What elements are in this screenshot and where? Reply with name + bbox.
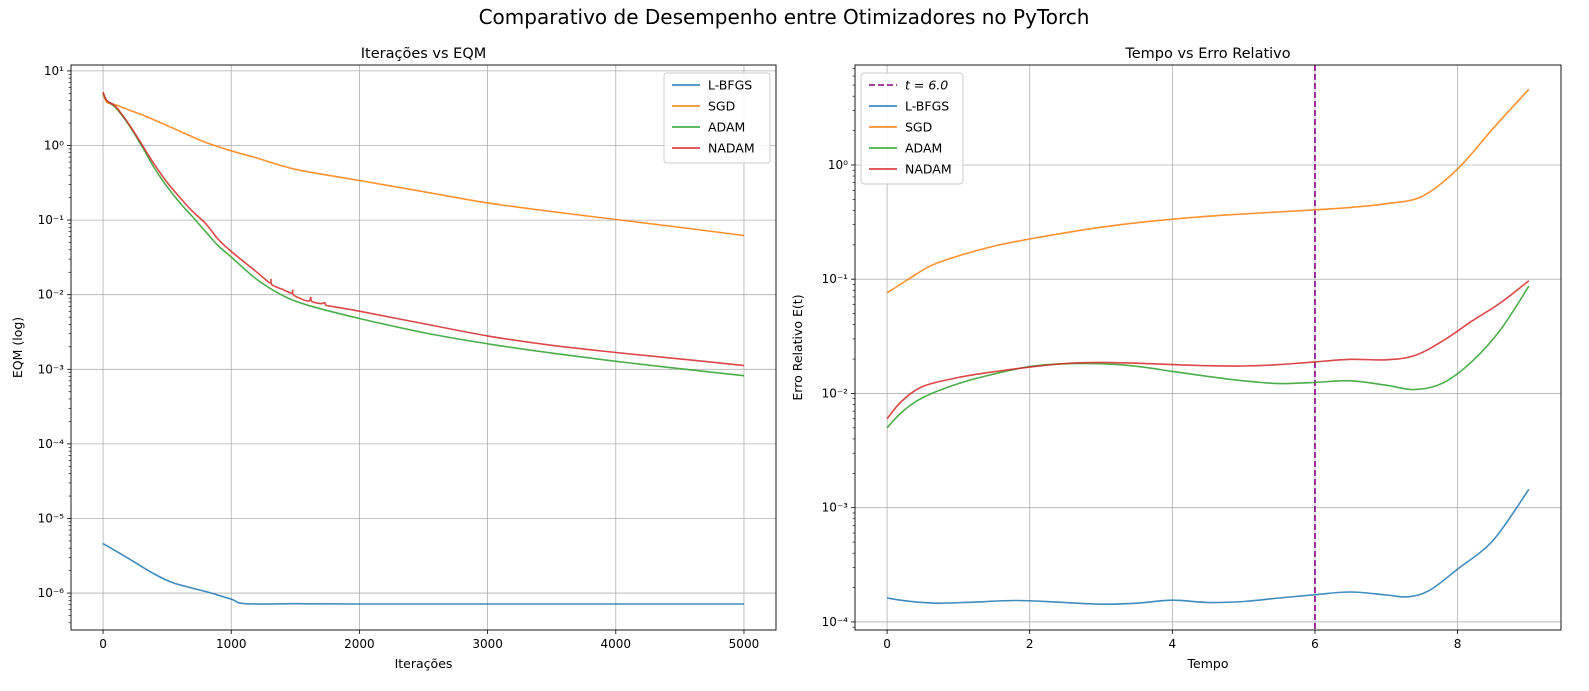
- y-tick-label: 10⁻¹: [822, 272, 849, 286]
- legend-label-l-bfgs: L-BFGS: [708, 78, 752, 93]
- x-tick-label: 6: [1311, 637, 1319, 651]
- axes-frame: [70, 64, 777, 631]
- legend-label-adam: ADAM: [708, 120, 745, 135]
- axes-frame: [854, 64, 1562, 631]
- legend-label-nadam: NADAM: [708, 141, 755, 156]
- panel-title: Iterações vs EQM: [361, 46, 487, 62]
- y-tick-label: 10⁻¹: [38, 213, 65, 227]
- x-tick-label: 2: [1026, 637, 1034, 651]
- x-axis-label: Iterações: [395, 656, 453, 671]
- y-tick-label: 10⁻⁴: [822, 615, 849, 629]
- x-tick-label: 3000: [472, 637, 503, 651]
- x-tick-label: 0: [883, 637, 891, 651]
- panel-title: Tempo vs Erro Relativo: [1124, 46, 1290, 62]
- y-tick-label: 10⁻²: [822, 386, 849, 400]
- x-tick-label: 0: [99, 637, 107, 651]
- series-line-nadam: [886, 280, 1530, 420]
- x-tick-label: 2000: [344, 637, 375, 651]
- y-tick-label: 10⁻⁵: [38, 511, 65, 525]
- x-tick-label: 8: [1454, 637, 1462, 651]
- y-tick-label: 10⁻⁴: [38, 437, 65, 451]
- x-axis-label: Tempo: [1187, 656, 1229, 671]
- series-line-adam: [886, 285, 1530, 429]
- series-line-l-bfgs: [102, 542, 744, 605]
- y-axis-label: Erro Relativo E(t): [790, 294, 805, 400]
- y-tick-label: 10¹: [44, 64, 64, 78]
- legend-label-sgd: SGD: [905, 120, 932, 135]
- legend-label-t-6-0: t = 6.0: [905, 78, 948, 93]
- x-tick-label: 4: [1169, 637, 1177, 651]
- x-tick-label: 4000: [600, 637, 631, 651]
- legend-box: [860, 72, 964, 185]
- figure-title: Comparativo de Desempenho entre Otimizad…: [478, 5, 1090, 29]
- y-tick-label: 10⁻³: [822, 501, 849, 515]
- series-line-sgd: [886, 88, 1530, 294]
- y-tick-label: 10⁻³: [38, 362, 65, 376]
- series-line-sgd: [102, 93, 745, 237]
- panel-iteracoes-vs-eqm: 0 1000 2000 3000 4000 5000 10⁻⁶ 10⁻⁵ 10⁻⁴ 10⁻³ 10⁻…: [10, 46, 777, 671]
- plot-area: [102, 91, 745, 605]
- y-tick-label: 10⁻⁶: [38, 586, 65, 600]
- y-tick-label: 10⁰: [828, 158, 848, 172]
- series-line-nadam: [102, 91, 745, 367]
- legend-label-l-bfgs: L-BFGS: [905, 99, 949, 114]
- y-axis-label: EQM (log): [10, 317, 25, 378]
- legend-label-nadam: NADAM: [905, 162, 952, 177]
- legend-label-sgd: SGD: [708, 99, 735, 114]
- legend-box: [663, 72, 771, 164]
- x-tick-label: 1000: [216, 637, 247, 651]
- series-line-l-bfgs: [886, 488, 1530, 606]
- legend-label-adam: ADAM: [905, 141, 942, 156]
- y-tick-label: 10⁰: [44, 139, 64, 153]
- y-tick-label: 10⁻²: [38, 288, 65, 302]
- series-line-adam: [102, 92, 745, 377]
- x-tick-label: 5000: [729, 637, 760, 651]
- panel-tempo-vs-erro-relativo: 0 2 4 6 8 10⁻⁴ 10⁻³ 10⁻² 10⁻¹ 10⁰ Tempo vs Erro Re…: [790, 46, 1562, 671]
- plot-area: [886, 65, 1530, 630]
